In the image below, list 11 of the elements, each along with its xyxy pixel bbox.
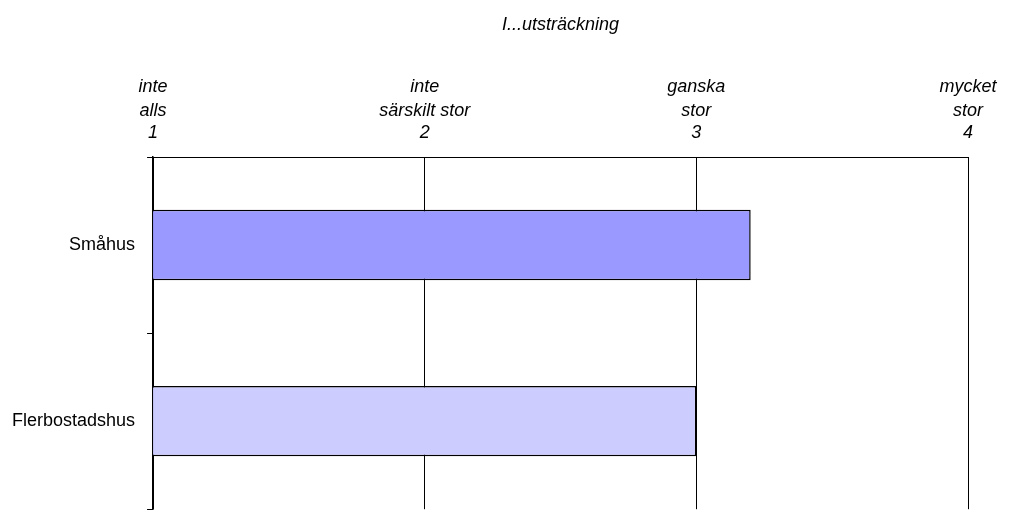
text: inte alls [138,76,168,120]
x-tick-label: 4 [962,122,974,143]
y-tick-label: Flerbostadshus [11,410,136,431]
text: mycket stor [939,76,998,120]
y-tick-label: Småhus [69,234,136,255]
text: ganska stor [667,76,726,120]
text: inte särskilt stor [379,76,472,120]
x-tick-label: 2 [418,122,430,143]
x-tick-label: 3 [691,122,702,143]
x-tick-label: 1 [148,122,159,143]
x-axis-title: I...utsträckning [502,13,620,34]
